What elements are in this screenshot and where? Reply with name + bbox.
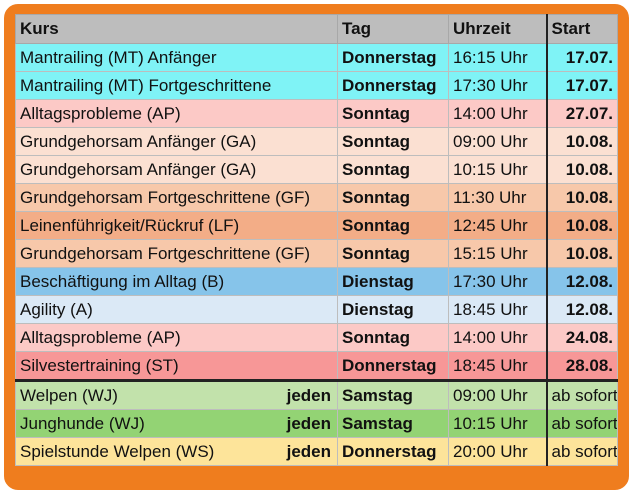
course-rows: Mantrailing (MT) Anfänger Donnerstag 16:15…: [15, 43, 618, 466]
course-name: Junghunde (WJ) jeden: [15, 409, 338, 438]
course-name: Beschäftigung im Alltag (B): [15, 267, 338, 296]
course-time: 14:00 Uhr: [448, 99, 547, 128]
course-day: Donnerstag: [337, 71, 449, 100]
course-start-date: 12.08.: [545, 267, 618, 296]
table-row: Alltagsprobleme (AP) Sonntag 14:00 Uhr 27.0…: [15, 99, 618, 128]
course-day: Samstag: [337, 409, 449, 438]
course-name: Spielstunde Welpen (WS) jeden: [15, 437, 338, 466]
header-start: Start: [545, 14, 618, 44]
course-day: Donnerstag: [337, 351, 449, 381]
table-row-ongoing: Welpen (WJ) jeden Samstag 09:00 Uhr ab sofor…: [15, 379, 618, 410]
course-day: Donnerstag: [337, 43, 449, 72]
table-row: Mantrailing (MT) Anfänger Donnerstag 16:15…: [15, 43, 618, 72]
course-name: Mantrailing (MT) Anfänger: [15, 43, 338, 72]
course-day: Sonntag: [337, 155, 449, 184]
course-day: Sonntag: [337, 239, 449, 268]
course-start-date: 24.08.: [545, 323, 618, 352]
header-uhrzeit: Uhrzeit: [448, 14, 547, 44]
course-day: Dienstag: [337, 267, 449, 296]
recurrence-label: jeden: [286, 442, 331, 461]
table-row: Alltagsprobleme (AP) Sonntag 14:00 Uhr 24.0…: [15, 323, 618, 352]
course-name: Grundgehorsam Anfänger (GA): [15, 127, 338, 156]
table-row-ongoing: Spielstunde Welpen (WS) jeden Donnerstag 20…: [15, 437, 618, 466]
course-day: Sonntag: [337, 127, 449, 156]
course-time: 15:15 Uhr: [448, 239, 547, 268]
course-name: Leinenführigkeit/Rückruf (LF): [15, 211, 338, 240]
course-time: 12:45 Uhr: [448, 211, 547, 240]
course-time: 11:30 Uhr: [448, 183, 547, 212]
course-time: 17:30 Uhr: [448, 267, 547, 296]
course-start-date: 10.08.: [545, 183, 618, 212]
header-row: Kurs Tag Uhrzeit Start: [15, 14, 618, 44]
course-name: Silvestertraining (ST): [15, 351, 338, 381]
course-start-date: 17.07.: [545, 43, 618, 72]
course-day: Sonntag: [337, 183, 449, 212]
schedule-frame: Kurs Tag Uhrzeit Start Mantrailing (MT) …: [4, 4, 629, 490]
table-row: Beschäftigung im Alltag (B) Dienstag 17:30…: [15, 267, 618, 296]
table-row: Grundgehorsam Anfänger (GA) Sonntag 09:00 …: [15, 127, 618, 156]
course-name: Alltagsprobleme (AP): [15, 323, 338, 352]
course-day: Donnerstag: [337, 437, 449, 466]
recurrence-label: jeden: [286, 414, 331, 433]
course-name-text: Spielstunde Welpen (WS): [20, 442, 215, 461]
course-name-text: Junghunde (WJ): [20, 414, 145, 433]
course-name: Mantrailing (MT) Fortgeschrittene: [15, 71, 338, 100]
course-start-date: 17.07.: [545, 71, 618, 100]
course-start-date: 28.08.: [545, 351, 618, 381]
course-name: Welpen (WJ) jeden: [15, 379, 338, 410]
table-row: Grundgehorsam Fortgeschrittene (GF) Sonnt…: [15, 239, 618, 268]
course-name: Alltagsprobleme (AP): [15, 99, 338, 128]
course-time: 09:00 Uhr: [448, 127, 547, 156]
table-row: Silvestertraining (ST) Donnerstag 18:45 Uh…: [15, 351, 618, 381]
course-day: Sonntag: [337, 99, 449, 128]
course-time: 20:00 Uhr: [448, 437, 547, 466]
course-start-date: ab sofort: [545, 379, 618, 410]
table-row: Grundgehorsam Fortgeschrittene (GF) Sonnt…: [15, 183, 618, 212]
course-day: Samstag: [337, 379, 449, 410]
course-name: Agility (A): [15, 295, 338, 324]
course-time: 10:15 Uhr: [448, 409, 547, 438]
course-time: 17:30 Uhr: [448, 71, 547, 100]
recurrence-label: jeden: [286, 386, 331, 405]
course-name: Grundgehorsam Anfänger (GA): [15, 155, 338, 184]
course-start-date: 12.08.: [545, 295, 618, 324]
course-name: Grundgehorsam Fortgeschrittene (GF): [15, 239, 338, 268]
table-row: Mantrailing (MT) Fortgeschrittene Donners…: [15, 71, 618, 100]
course-name-text: Welpen (WJ): [20, 386, 118, 405]
course-time: 18:45 Uhr: [448, 295, 547, 324]
course-start-date: ab sofort: [545, 437, 618, 466]
course-time: 16:15 Uhr: [448, 43, 547, 72]
header-tag: Tag: [337, 14, 449, 44]
table-row: Leinenführigkeit/Rückruf (LF) Sonntag 12:4…: [15, 211, 618, 240]
course-start-date: 10.08.: [545, 211, 618, 240]
course-start-date: 10.08.: [545, 127, 618, 156]
course-day: Sonntag: [337, 211, 449, 240]
course-start-date: 10.08.: [545, 239, 618, 268]
course-day: Sonntag: [337, 323, 449, 352]
table-row-ongoing: Junghunde (WJ) jeden Samstag 10:15 Uhr ab so…: [15, 409, 618, 438]
course-day: Dienstag: [337, 295, 449, 324]
course-time: 14:00 Uhr: [448, 323, 547, 352]
header-kurs: Kurs: [15, 14, 338, 44]
course-time: 09:00 Uhr: [448, 379, 547, 410]
course-start-date: 27.07.: [545, 99, 618, 128]
course-start-date: ab sofort: [545, 409, 618, 438]
course-time: 18:45 Uhr: [448, 351, 547, 381]
course-schedule-table: Kurs Tag Uhrzeit Start Mantrailing (MT) …: [15, 14, 618, 466]
course-start-date: 10.08.: [545, 155, 618, 184]
table-row: Grundgehorsam Anfänger (GA) Sonntag 10:15 …: [15, 155, 618, 184]
table-row: Agility (A) Dienstag 18:45 Uhr 12.08.: [15, 295, 618, 324]
course-name: Grundgehorsam Fortgeschrittene (GF): [15, 183, 338, 212]
course-time: 10:15 Uhr: [448, 155, 547, 184]
